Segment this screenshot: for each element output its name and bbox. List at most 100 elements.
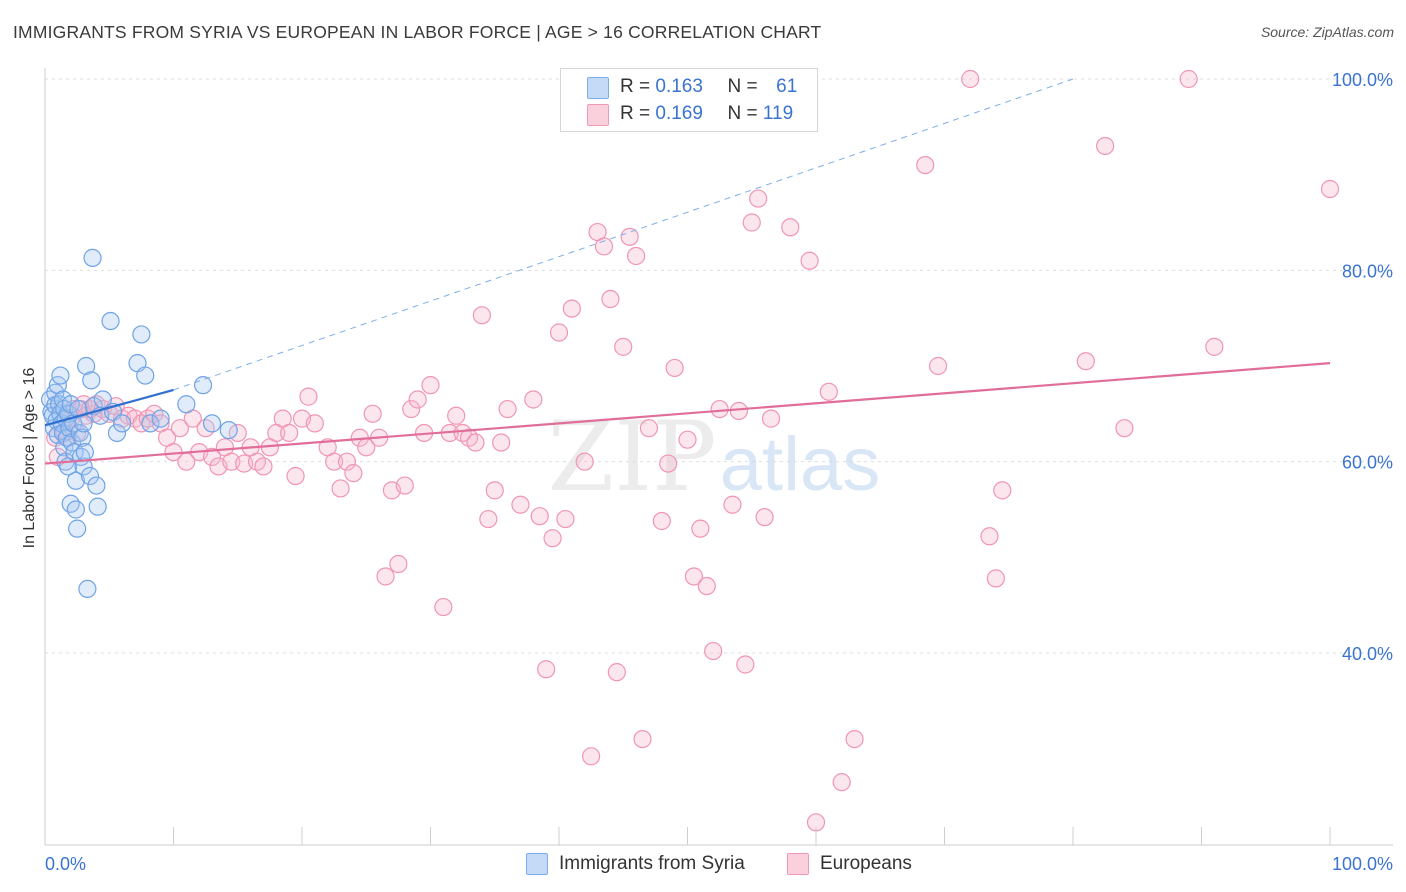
syria-r-label: R = <box>620 76 651 97</box>
europeans-point <box>601 289 620 309</box>
europeans-point <box>1320 179 1340 199</box>
europeans-point <box>537 660 556 679</box>
europeans-point <box>549 323 569 342</box>
europeans-point <box>1076 352 1095 371</box>
europeans-point <box>305 414 324 433</box>
syria-point <box>77 356 96 376</box>
source-note: Source: ZipAtlas.com <box>1260 24 1394 40</box>
europeans-point <box>961 69 980 89</box>
europeans-point <box>562 299 581 318</box>
europeans-point <box>916 156 935 175</box>
syria-trend-extension <box>173 78 1074 391</box>
syria-r-value: 0.163 <box>655 76 703 97</box>
axes <box>44 68 1393 846</box>
europeans-point <box>710 399 729 419</box>
syria-n-label: N = <box>727 76 758 97</box>
x-tick-label: 100.0% <box>1332 854 1393 874</box>
europeans-point <box>607 663 626 682</box>
tick-labels: 40.0% 60.0% 80.0% 100.0% 0.0% 100.0% <box>45 70 1393 874</box>
y-tick-label: 80.0% <box>1342 261 1393 281</box>
europeans-point <box>928 356 948 376</box>
europeans-point <box>421 376 440 395</box>
europeans-point <box>639 419 659 438</box>
europeans-point <box>479 509 498 529</box>
europeans-point <box>749 189 768 208</box>
europeans-point <box>582 747 601 766</box>
syria-point <box>82 371 101 390</box>
europeans-point <box>832 773 851 792</box>
europeans-point <box>736 655 755 674</box>
syria-point <box>66 500 85 519</box>
europeans-point <box>575 452 594 471</box>
europeans-point <box>620 227 639 246</box>
europeans-point <box>344 464 363 483</box>
europeans-point <box>678 430 697 449</box>
syria-point <box>112 414 132 433</box>
europeans-point <box>691 519 710 538</box>
europeans-point <box>485 481 504 500</box>
europeans-point <box>755 508 774 527</box>
europeans-point <box>331 479 350 498</box>
syria-point <box>219 420 238 440</box>
europeans-point <box>472 306 491 325</box>
watermark: ZIP atlas <box>547 401 880 513</box>
bottom-syria-swatch <box>526 853 548 875</box>
syria-point <box>87 476 106 495</box>
europeans-point <box>614 337 633 356</box>
stats-legend: R = 0.163 N = 61 R = 0.169 N = 119 <box>560 68 818 132</box>
syria-point <box>78 579 97 599</box>
chart-title: IMMIGRANTS FROM SYRIA VS EUROPEAN IN LAB… <box>13 22 822 42</box>
europeans-point <box>800 251 819 270</box>
europeans-point <box>363 404 382 423</box>
europeans-point <box>742 213 761 232</box>
europeans-point <box>254 457 273 476</box>
europeans-point <box>729 401 749 421</box>
europeans-point <box>498 399 517 419</box>
europeans-n-value: 119 <box>762 103 794 124</box>
europeans-point <box>202 447 222 466</box>
bottom-syria-label: Immigrants from Syria <box>559 853 745 874</box>
syria-point <box>93 390 112 409</box>
y-tick-label: 100.0% <box>1332 70 1393 90</box>
bottom-europeans-swatch <box>787 853 809 875</box>
syria-point <box>73 428 92 447</box>
syria-point <box>193 376 213 395</box>
europeans-point <box>723 495 742 514</box>
trend-lines <box>44 78 1331 465</box>
europeans-r-label: R = <box>620 103 651 124</box>
europeans-point <box>845 729 864 749</box>
europeans-point <box>170 419 190 438</box>
syria-point <box>101 311 120 331</box>
europeans-point <box>466 433 485 452</box>
europeans-point <box>511 495 530 514</box>
europeans-point <box>376 567 395 586</box>
europeans-point <box>1096 136 1115 156</box>
europeans-point <box>594 237 614 256</box>
europeans-n-label: N = <box>727 103 758 124</box>
europeans-point <box>761 409 781 428</box>
syria-point <box>177 395 196 414</box>
europeans-point <box>325 452 344 471</box>
europeans-point <box>492 433 511 452</box>
syria-point <box>151 409 170 428</box>
europeans-point <box>556 509 575 529</box>
syria-point <box>83 248 102 267</box>
europeans-point <box>408 390 427 409</box>
europeans-swatch <box>587 104 609 126</box>
europeans-point <box>434 597 453 617</box>
syria-point <box>136 366 155 385</box>
europeans-point <box>1205 337 1224 356</box>
europeans-point <box>781 218 800 237</box>
x-tick-label: 0.0% <box>45 854 86 874</box>
europeans-point <box>280 423 299 443</box>
syria-point <box>107 423 127 443</box>
y-tick-label: 40.0% <box>1342 644 1393 664</box>
europeans-point <box>626 246 646 266</box>
europeans-point <box>993 481 1012 500</box>
syria-trend-line <box>44 388 174 427</box>
syria-point <box>74 457 93 476</box>
europeans-point <box>980 527 999 546</box>
europeans-point <box>806 813 826 832</box>
y-tick-label: 60.0% <box>1342 453 1393 473</box>
europeans-point <box>665 358 684 378</box>
